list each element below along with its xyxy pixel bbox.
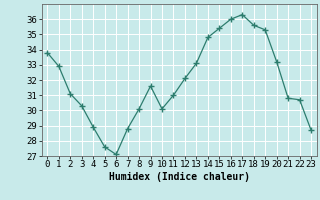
X-axis label: Humidex (Indice chaleur): Humidex (Indice chaleur) — [109, 172, 250, 182]
